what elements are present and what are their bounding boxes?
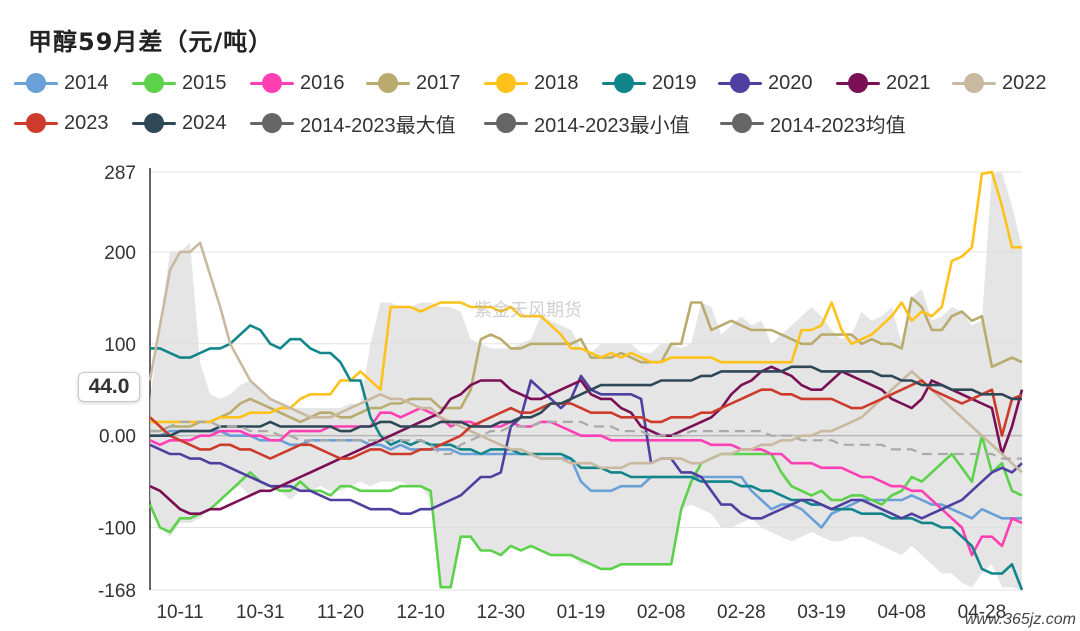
legend-symbol-icon <box>14 73 58 93</box>
legend-symbol-icon <box>132 113 176 133</box>
legend-symbol-icon <box>366 73 410 93</box>
series-line-2024 <box>150 365 1022 437</box>
legend-symbol-icon <box>720 113 764 133</box>
legend-label: 2014 <box>64 71 109 94</box>
legend-label: 2014-2023均值 <box>770 114 906 137</box>
series-line-2023 <box>149 379 1023 460</box>
series-line-2018 <box>150 170 1022 424</box>
legend-label: 2021 <box>886 71 931 94</box>
legend-item-2014[interactable]: 2014 <box>14 70 109 96</box>
x-tick-label: 02-28 <box>717 602 766 623</box>
legend-symbol-icon <box>250 113 294 133</box>
legend-item-2019[interactable]: 2019 <box>602 70 697 96</box>
y-tick-label: 100 <box>104 335 136 356</box>
x-tick-label: 12-10 <box>396 602 445 623</box>
legend-item-2024[interactable]: 2024 <box>132 110 227 136</box>
legend-item-2023[interactable]: 2023 <box>14 110 109 136</box>
legend-label: 2023 <box>64 111 109 134</box>
legend-label: 2016 <box>300 71 345 94</box>
x-tick-label: 01-19 <box>557 602 606 623</box>
legend-item-2022[interactable]: 2022 <box>952 70 1047 96</box>
x-tick-label: 04-08 <box>877 602 926 623</box>
legend-item-2015[interactable]: 2015 <box>132 70 227 96</box>
series-line-2014 <box>150 429 1022 529</box>
legend-label: 2020 <box>768 71 813 94</box>
legend-item-max[interactable]: 2014-2023最大值 <box>250 110 456 137</box>
y-tick-label: 287 <box>104 163 136 184</box>
x-tick-label: 10-11 <box>156 602 203 623</box>
legend-label: 2015 <box>182 71 227 94</box>
legend-item-2018[interactable]: 2018 <box>484 70 579 96</box>
watermark: 紫金天风期货 <box>474 300 582 321</box>
legend-item-min[interactable]: 2014-2023最小值 <box>484 110 690 137</box>
axis-pointer-label: 44.0 <box>78 372 140 402</box>
legend-symbol-icon <box>132 73 176 93</box>
x-tick-label: 11-20 <box>317 602 364 623</box>
legend-symbol-icon <box>250 73 294 93</box>
chart-title: 甲醇59月差（元/吨） <box>28 28 274 56</box>
site-watermark: www.365jz.com <box>964 611 1076 628</box>
legend-label: 2017 <box>416 71 461 94</box>
x-tick-label: 02-08 <box>637 602 686 623</box>
legend-symbol-icon <box>718 73 762 93</box>
legend-label: 2022 <box>1002 71 1047 94</box>
series-line-2022 <box>148 241 1023 474</box>
series-line-2014-2023均值 <box>150 420 1022 460</box>
legend-item-2017[interactable]: 2017 <box>366 70 461 96</box>
legend-symbol-icon <box>484 73 528 93</box>
legend-label: 2018 <box>534 71 579 94</box>
y-tick-label: -100 <box>98 519 136 540</box>
legend-symbol-icon <box>602 73 646 93</box>
series-line-2017 <box>150 296 1023 433</box>
legend-symbol-icon <box>14 113 58 133</box>
legend-label: 2014-2023最小值 <box>534 114 690 137</box>
legend-symbol-icon <box>952 73 996 93</box>
series-line-2021 <box>149 365 1024 515</box>
x-tick-label: 12-30 <box>476 602 525 623</box>
legend-symbol-icon <box>484 113 528 133</box>
series-line-2020 <box>149 374 1023 520</box>
legend-item-mean[interactable]: 2014-2023均值 <box>720 110 906 137</box>
y-tick-label: 200 <box>104 243 136 264</box>
legend-item-2021[interactable]: 2021 <box>836 70 931 96</box>
x-tick-label: 10-31 <box>236 602 285 623</box>
series-line-2019 <box>150 324 1024 591</box>
legend-item-2020[interactable]: 2020 <box>718 70 813 96</box>
legend-symbol-icon <box>836 73 880 93</box>
x-tick-label: 04-28 <box>958 602 1007 623</box>
y-tick-label: 0.00 <box>99 427 136 448</box>
series-line-2015 <box>148 434 1023 589</box>
y-tick-label: -168 <box>98 581 136 602</box>
legend-label: 2019 <box>652 71 697 94</box>
legend-label: 2014-2023最大值 <box>300 114 456 137</box>
x-tick-label: 03-19 <box>797 602 846 623</box>
legend-item-2016[interactable]: 2016 <box>250 70 345 96</box>
series-line-2016 <box>149 406 1023 557</box>
legend-label: 2024 <box>182 111 227 134</box>
